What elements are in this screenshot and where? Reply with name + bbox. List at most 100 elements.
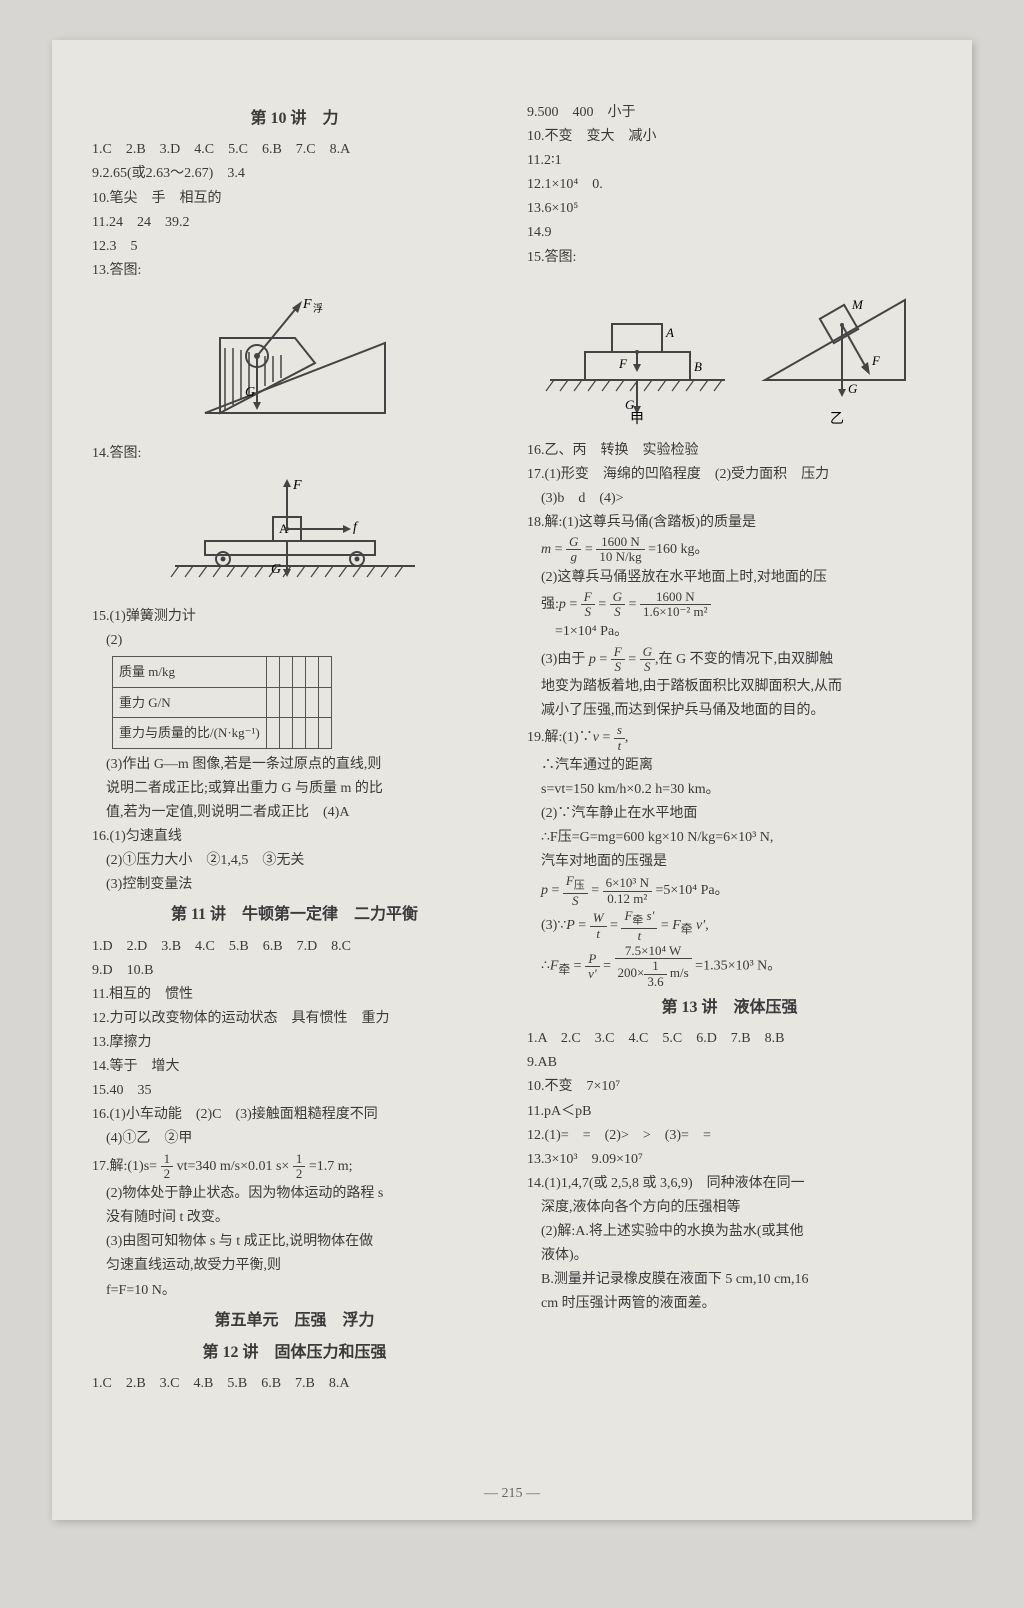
l13-q14-2a: (2)解:A.将上述实验中的水换为盐水(或其他 <box>527 1220 932 1243</box>
l11-q17-2b: 没有随时间 t 改变。 <box>92 1206 497 1229</box>
lesson-12-title: 第 12 讲 固体压力和压强 <box>92 1340 497 1366</box>
l13-q9: 9.AB <box>527 1051 932 1074</box>
l12-q19-2c: 汽车对地面的压强是 <box>527 850 932 873</box>
l12-q18-3c: 减小了压强,而达到保护兵马俑及地面的目的。 <box>527 699 932 722</box>
svg-text:F: F <box>302 297 312 312</box>
svg-text:F: F <box>871 353 881 368</box>
l12-q19-2b: ∴F压=G=mg=600 kg×10 N/kg=6×10³ N, <box>527 826 932 849</box>
l10-q11: 11.24 24 39.2 <box>92 211 497 234</box>
svg-text:B: B <box>694 359 702 374</box>
diagram-13: G F浮 <box>92 288 497 436</box>
svg-text:G: G <box>848 381 858 396</box>
lesson-11-title: 第 11 讲 牛顿第一定律 二力平衡 <box>92 902 497 928</box>
l10-q15-2: (2) <box>92 629 497 652</box>
l10-q9: 9.2.65(或2.63～2.67) 3.4 <box>92 162 497 185</box>
l13-q14-1b: 深度,液体向各个方向的压强相等 <box>527 1196 932 1219</box>
l11-q11: 11.相互的 惯性 <box>92 983 497 1006</box>
l12-q19-2a: (2)∵汽车静止在水平地面 <box>527 802 932 825</box>
svg-text:F: F <box>292 478 302 493</box>
l10-q13: 13.答图: <box>92 259 497 282</box>
l12-q19-1b: ∴汽车通过的距离 <box>527 754 932 777</box>
l11-q15: 15.40 35 <box>92 1079 497 1102</box>
l10-q15-3a: (3)作出 G—m 图像,若是一条过原点的直线,则 <box>92 753 497 776</box>
l12-q18-1: 18.解:(1)这尊兵马俑(含踏板)的质量是 <box>527 511 932 534</box>
l13-q1-8: 1.A 2.C 3.C 4.C 5.C 6.D 7.B 8.B <box>527 1027 932 1050</box>
svg-text:F: F <box>618 356 628 371</box>
lesson-10-title: 第 10 讲 力 <box>92 106 497 132</box>
l11-q14: 14.等于 增大 <box>92 1055 497 1078</box>
l11-q17-3a: (3)由图可知物体 s 与 t 成正比,说明物体在做 <box>92 1230 497 1253</box>
l11-q17-1pre: 17.解:(1)s= 12 vt=340 m/s×0.01 s× 12 =1.7… <box>92 1152 497 1182</box>
l12-q17b: (3)b d (4)> <box>527 487 932 510</box>
svg-text:乙: 乙 <box>830 411 844 425</box>
l10-q10: 10.笔尖 手 相互的 <box>92 187 497 210</box>
l12-q19-2p: p = F压S = 6×10³ N0.12 m² =5×10⁴ Pa。 <box>527 874 932 908</box>
l12-q19-3a: (3)∵P = Wt = F牵 s't = F牵 v', <box>527 909 932 943</box>
l12-q19-1: 19.解:(1)∵v = st, <box>527 723 932 753</box>
l13-q14-2c: B.测量并记录橡皮膜在液面下 5 cm,10 cm,16 <box>527 1268 932 1291</box>
l10-q16-3: (3)控制变量法 <box>92 873 497 896</box>
l11-q12: 12.力可以改变物体的运动状态 具有惯性 重力 <box>92 1007 497 1030</box>
table-r1: 质量 m/kg <box>113 657 267 687</box>
l12-q18-3b: 地变为踏板着地,由于踏板面积比双脚面积大,从而 <box>527 675 932 698</box>
svg-text:f: f <box>353 520 359 535</box>
l12-q10: 10.不变 变大 减小 <box>527 125 932 148</box>
l12-q9: 9.500 400 小于 <box>527 101 932 124</box>
svg-text:A: A <box>665 325 674 340</box>
left-column: 第 10 讲 力 1.C 2.B 3.D 4.C 5.C 6.B 7.C 8.A… <box>92 100 497 1396</box>
l11-q9-10: 9.D 10.B <box>92 959 497 982</box>
l13-q14-1a: 14.(1)1,4,7(或 2,5,8 或 3,6,9) 同种液体在同一 <box>527 1172 932 1195</box>
l12-q18-2r: =1×10⁴ Pa。 <box>527 620 932 643</box>
l10-q14: 14.答图: <box>92 442 497 465</box>
l12-q18-3a: (3)由于 p = FS = GS,在 G 不变的情况下,由双脚触 <box>527 645 932 675</box>
l12-q17a: 17.(1)形变 海绵的凹陷程度 (2)受力面积 压力 <box>527 463 932 486</box>
l10-q16-1: 16.(1)匀速直线 <box>92 825 497 848</box>
l12-q1-8: 1.C 2.B 3.C 4.B 5.B 6.B 7.B 8.A <box>92 1372 497 1395</box>
l10-q1-8: 1.C 2.B 3.D 4.C 5.C 6.B 7.C 8.A <box>92 138 497 161</box>
l11-q13: 13.摩擦力 <box>92 1031 497 1054</box>
l10-q16-2: (2)①压力大小 ②1,4,5 ③无关 <box>92 849 497 872</box>
l10-q15-3c: 值,若为一定值,则说明二者成正比 (4)A <box>92 801 497 824</box>
l12-q19-3b: ∴F牵 = Pv' = 7.5×10⁴ W200×13.6 m/s =1.35×… <box>527 944 932 989</box>
svg-text:G: G <box>271 562 281 577</box>
l13-q12: 12.(1)= = (2)> > (3)= = <box>527 1124 932 1147</box>
page-number: — 215 — <box>52 1486 972 1502</box>
l11-q17-2a: (2)物体处于静止状态。因为物体运动的路程 s <box>92 1182 497 1205</box>
l13-q11: 11.pA＜pB <box>527 1100 932 1123</box>
l12-q12: 12.1×10⁴ 0. <box>527 173 932 196</box>
diagram-15: A B F G 甲 M F G 乙 <box>527 275 932 433</box>
l13-q13: 13.3×10³ 9.09×10⁷ <box>527 1148 932 1171</box>
l13-q14-2d: cm 时压强计两管的液面差。 <box>527 1292 932 1315</box>
l12-q14: 14.9 <box>527 221 932 244</box>
l13-q10: 10.不变 7×10⁷ <box>527 1075 932 1098</box>
l11-q17-3c: f=F=10 N。 <box>92 1279 497 1302</box>
l12-q18-2: (2)这尊兵马俑竖放在水平地面上时,对地面的压 <box>527 566 932 589</box>
table-r3: 重力与质量的比/(N·kg⁻¹) <box>113 718 267 748</box>
l12-q13: 13.6×10⁵ <box>527 197 932 220</box>
l11-q17-3b: 匀速直线运动,故受力平衡,则 <box>92 1254 497 1277</box>
l12-q11: 11.2∶1 <box>527 149 932 172</box>
l11-q1-8: 1.D 2.D 3.B 4.C 5.B 6.B 7.D 8.C <box>92 935 497 958</box>
l13-q14-2b: 液体)。 <box>527 1244 932 1267</box>
l12-q19-1c: s=vt=150 km/h×0.2 h=30 km。 <box>527 778 932 801</box>
l12-q18-2p: 强:p = FS = GS = 1600 N1.6×10⁻² m² <box>527 590 932 620</box>
diagram-14: A F f G <box>92 471 497 599</box>
svg-text:G: G <box>245 385 255 400</box>
q15-table: 质量 m/kg 重力 G/N 重力与质量的比/(N·kg⁻¹) <box>112 656 332 748</box>
l10-q12: 12.3 5 <box>92 235 497 258</box>
l10-q15-1: 15.(1)弹簧测力计 <box>92 605 497 628</box>
l12-q15: 15.答图: <box>527 246 932 269</box>
lesson-13-title: 第 13 讲 液体压强 <box>527 995 932 1021</box>
svg-text:甲: 甲 <box>630 412 644 425</box>
right-column: 9.500 400 小于 10.不变 变大 减小 11.2∶1 12.1×10⁴… <box>527 100 932 1396</box>
svg-text:浮: 浮 <box>313 303 323 315</box>
svg-text:M: M <box>851 297 864 312</box>
l11-q16b: (4)①乙 ②甲 <box>92 1127 497 1150</box>
unit-5-title: 第五单元 压强 浮力 <box>92 1308 497 1334</box>
l11-q16: 16.(1)小车动能 (2)C (3)接触面粗糙程度不同 <box>92 1103 497 1126</box>
l12-q16: 16.乙、丙 转换 实验检验 <box>527 439 932 462</box>
table-r2: 重力 G/N <box>113 687 267 717</box>
l10-q15-3b: 说明二者成正比;或算出重力 G 与质量 m 的比 <box>92 777 497 800</box>
svg-text:G: G <box>625 397 635 412</box>
l12-q18-1m: m = Gg = 1600 N10 N/kg =160 kg。 <box>527 535 932 565</box>
